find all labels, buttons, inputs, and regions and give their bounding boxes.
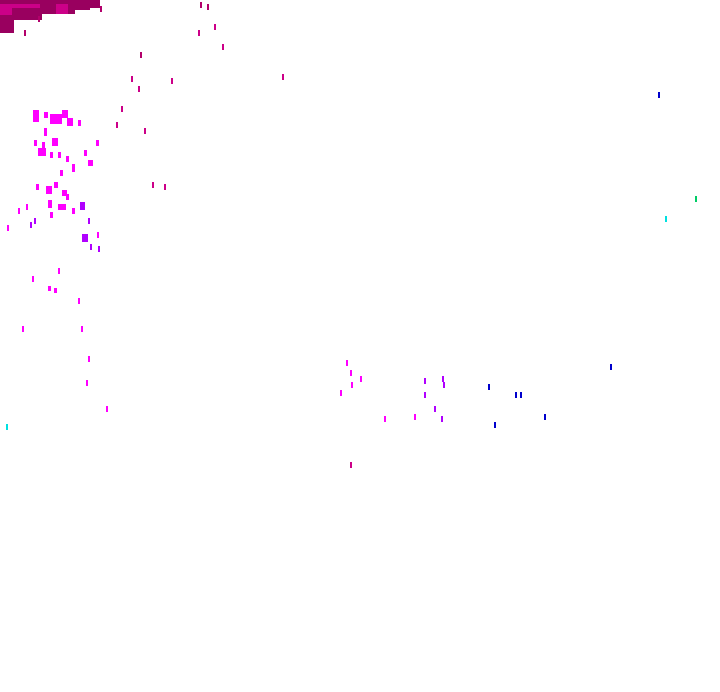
precip-cell xyxy=(54,288,57,293)
precip-cell xyxy=(90,244,92,250)
precip-cell xyxy=(488,384,490,390)
precip-cell xyxy=(78,120,81,126)
precip-cell xyxy=(48,286,51,291)
precip-cell xyxy=(86,380,88,386)
precip-cell xyxy=(38,148,46,156)
precip-cell xyxy=(131,76,133,82)
precip-cell xyxy=(658,92,660,98)
precip-cell xyxy=(88,0,98,8)
precip-cell xyxy=(350,462,352,468)
precip-cell xyxy=(48,200,52,208)
precip-cell xyxy=(144,128,146,134)
precip-cell xyxy=(116,122,118,128)
precip-cell xyxy=(84,150,87,156)
precip-cell xyxy=(58,152,61,158)
precip-cell xyxy=(56,4,68,14)
precip-cell xyxy=(214,24,216,30)
precip-cell xyxy=(350,370,352,376)
precip-cell xyxy=(520,392,522,398)
precip-cell xyxy=(96,140,99,146)
precip-cell xyxy=(665,216,667,222)
precip-cell xyxy=(6,424,8,430)
precip-cell xyxy=(62,110,68,118)
precip-cell xyxy=(138,86,140,92)
precip-cell xyxy=(434,406,436,412)
precip-cell xyxy=(97,232,99,238)
precip-cell xyxy=(282,74,284,80)
precip-cell xyxy=(610,364,612,370)
precip-cell xyxy=(78,298,80,304)
precip-cell xyxy=(62,190,67,196)
precip-cell xyxy=(60,170,63,176)
precip-cell xyxy=(88,160,93,166)
precip-cell xyxy=(384,416,386,422)
precip-cell xyxy=(24,30,26,36)
precip-cell xyxy=(414,414,416,420)
precip-cell xyxy=(351,382,353,388)
precip-cell xyxy=(33,110,39,122)
precip-cell xyxy=(88,356,90,362)
precip-cell xyxy=(44,128,47,136)
precip-cell xyxy=(544,414,546,420)
precip-cell xyxy=(424,378,426,384)
precip-cell xyxy=(80,202,85,210)
precip-cell xyxy=(88,218,90,224)
precip-cell xyxy=(441,416,443,422)
precip-cell xyxy=(494,422,496,428)
precip-cell xyxy=(346,360,348,366)
precip-cell xyxy=(100,6,102,12)
precip-cell xyxy=(50,212,53,218)
precip-cell xyxy=(44,112,48,118)
precip-cell xyxy=(18,208,20,214)
precip-cell xyxy=(52,138,58,146)
precip-cell xyxy=(695,196,697,202)
precip-cell xyxy=(54,182,58,188)
precip-cell xyxy=(34,218,36,224)
precip-cell xyxy=(140,52,142,58)
precip-cell xyxy=(30,222,32,228)
precip-cell xyxy=(7,225,9,231)
precip-cell xyxy=(38,16,40,22)
precip-cell xyxy=(36,184,39,190)
precip-cell xyxy=(66,156,69,162)
precip-cell xyxy=(360,376,362,382)
precip-cell xyxy=(12,8,42,20)
precip-cell xyxy=(222,44,224,50)
precip-cell xyxy=(22,326,24,332)
precip-cell xyxy=(66,194,69,200)
precip-cell xyxy=(42,142,45,148)
precip-cell xyxy=(32,276,34,282)
precip-cell xyxy=(207,4,209,10)
precip-cell xyxy=(58,268,60,274)
precip-cell xyxy=(200,2,202,8)
precip-cell xyxy=(198,30,200,36)
precip-cell xyxy=(442,376,444,382)
precip-cell xyxy=(82,234,88,242)
precip-cell xyxy=(70,0,90,10)
precip-cell xyxy=(46,186,52,194)
precip-cell xyxy=(67,118,73,126)
precip-cell xyxy=(72,208,75,214)
precip-cell xyxy=(171,78,173,84)
precip-cell xyxy=(515,392,517,398)
precip-cell xyxy=(164,184,166,190)
precip-cell xyxy=(98,246,100,252)
precip-cell xyxy=(424,392,426,398)
precip-cell xyxy=(443,382,445,388)
precip-cell xyxy=(0,15,14,33)
precip-cell xyxy=(34,140,37,146)
precip-cell xyxy=(72,164,75,172)
precip-cell xyxy=(26,204,28,210)
precip-cell xyxy=(58,204,66,210)
precip-cell xyxy=(106,406,108,412)
precip-cell xyxy=(340,390,342,396)
precip-cell xyxy=(50,152,53,158)
precip-cell xyxy=(121,106,123,112)
precip-cell xyxy=(50,114,62,124)
precip-cell xyxy=(81,326,83,332)
precip-cell xyxy=(152,182,154,188)
